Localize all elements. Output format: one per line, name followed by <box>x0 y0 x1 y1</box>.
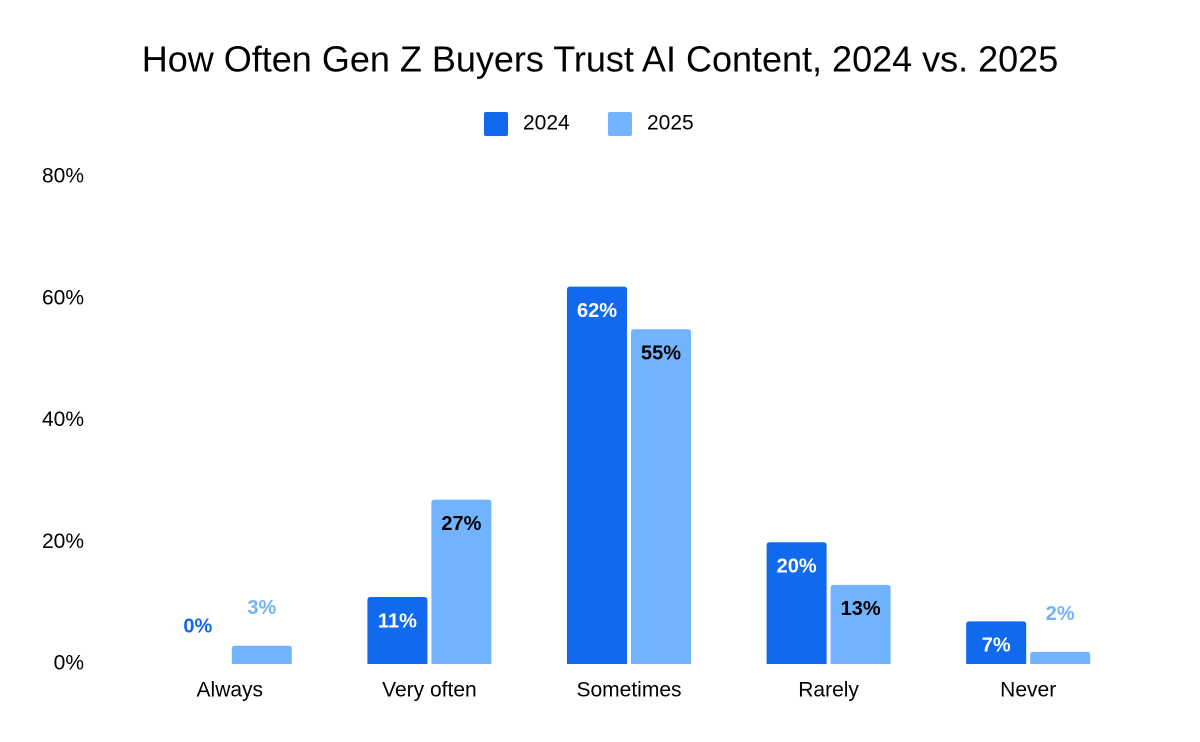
y-tick-label: 60% <box>42 286 84 309</box>
bar <box>1030 651 1091 664</box>
bar <box>567 286 627 664</box>
data-label: 62% <box>577 300 617 322</box>
legend-label: 2025 <box>647 112 694 135</box>
x-tick-label: Never <box>1000 679 1056 702</box>
chart-title: How Often Gen Z Buyers Trust AI Content,… <box>142 39 1058 80</box>
bar <box>431 499 492 664</box>
legend-swatch <box>484 112 508 136</box>
y-tick-label: 20% <box>42 530 84 553</box>
y-tick-label: 80% <box>42 165 84 188</box>
x-tick-label: Very often <box>382 679 477 702</box>
data-label: 7% <box>982 635 1011 657</box>
y-tick-label: 40% <box>42 408 84 431</box>
data-label: 55% <box>641 342 681 364</box>
bar <box>367 597 428 664</box>
bar <box>966 621 1027 664</box>
bar <box>830 584 891 664</box>
bar <box>766 542 827 664</box>
data-label: 2% <box>1046 603 1075 625</box>
data-label: 20% <box>777 556 817 578</box>
y-tick-label: 0% <box>54 652 84 675</box>
legend-swatch <box>608 112 632 136</box>
bar <box>231 645 292 664</box>
data-label: 11% <box>378 610 417 632</box>
data-label: 13% <box>841 598 881 620</box>
x-tick-label: Always <box>197 679 264 702</box>
bar <box>631 329 691 664</box>
legend-label: 2024 <box>523 112 570 135</box>
data-label: 0% <box>183 615 212 637</box>
x-tick-label: Sometimes <box>576 679 681 702</box>
data-label: 3% <box>247 597 276 619</box>
x-tick-label: Rarely <box>798 679 859 702</box>
data-label: 27% <box>441 513 481 535</box>
